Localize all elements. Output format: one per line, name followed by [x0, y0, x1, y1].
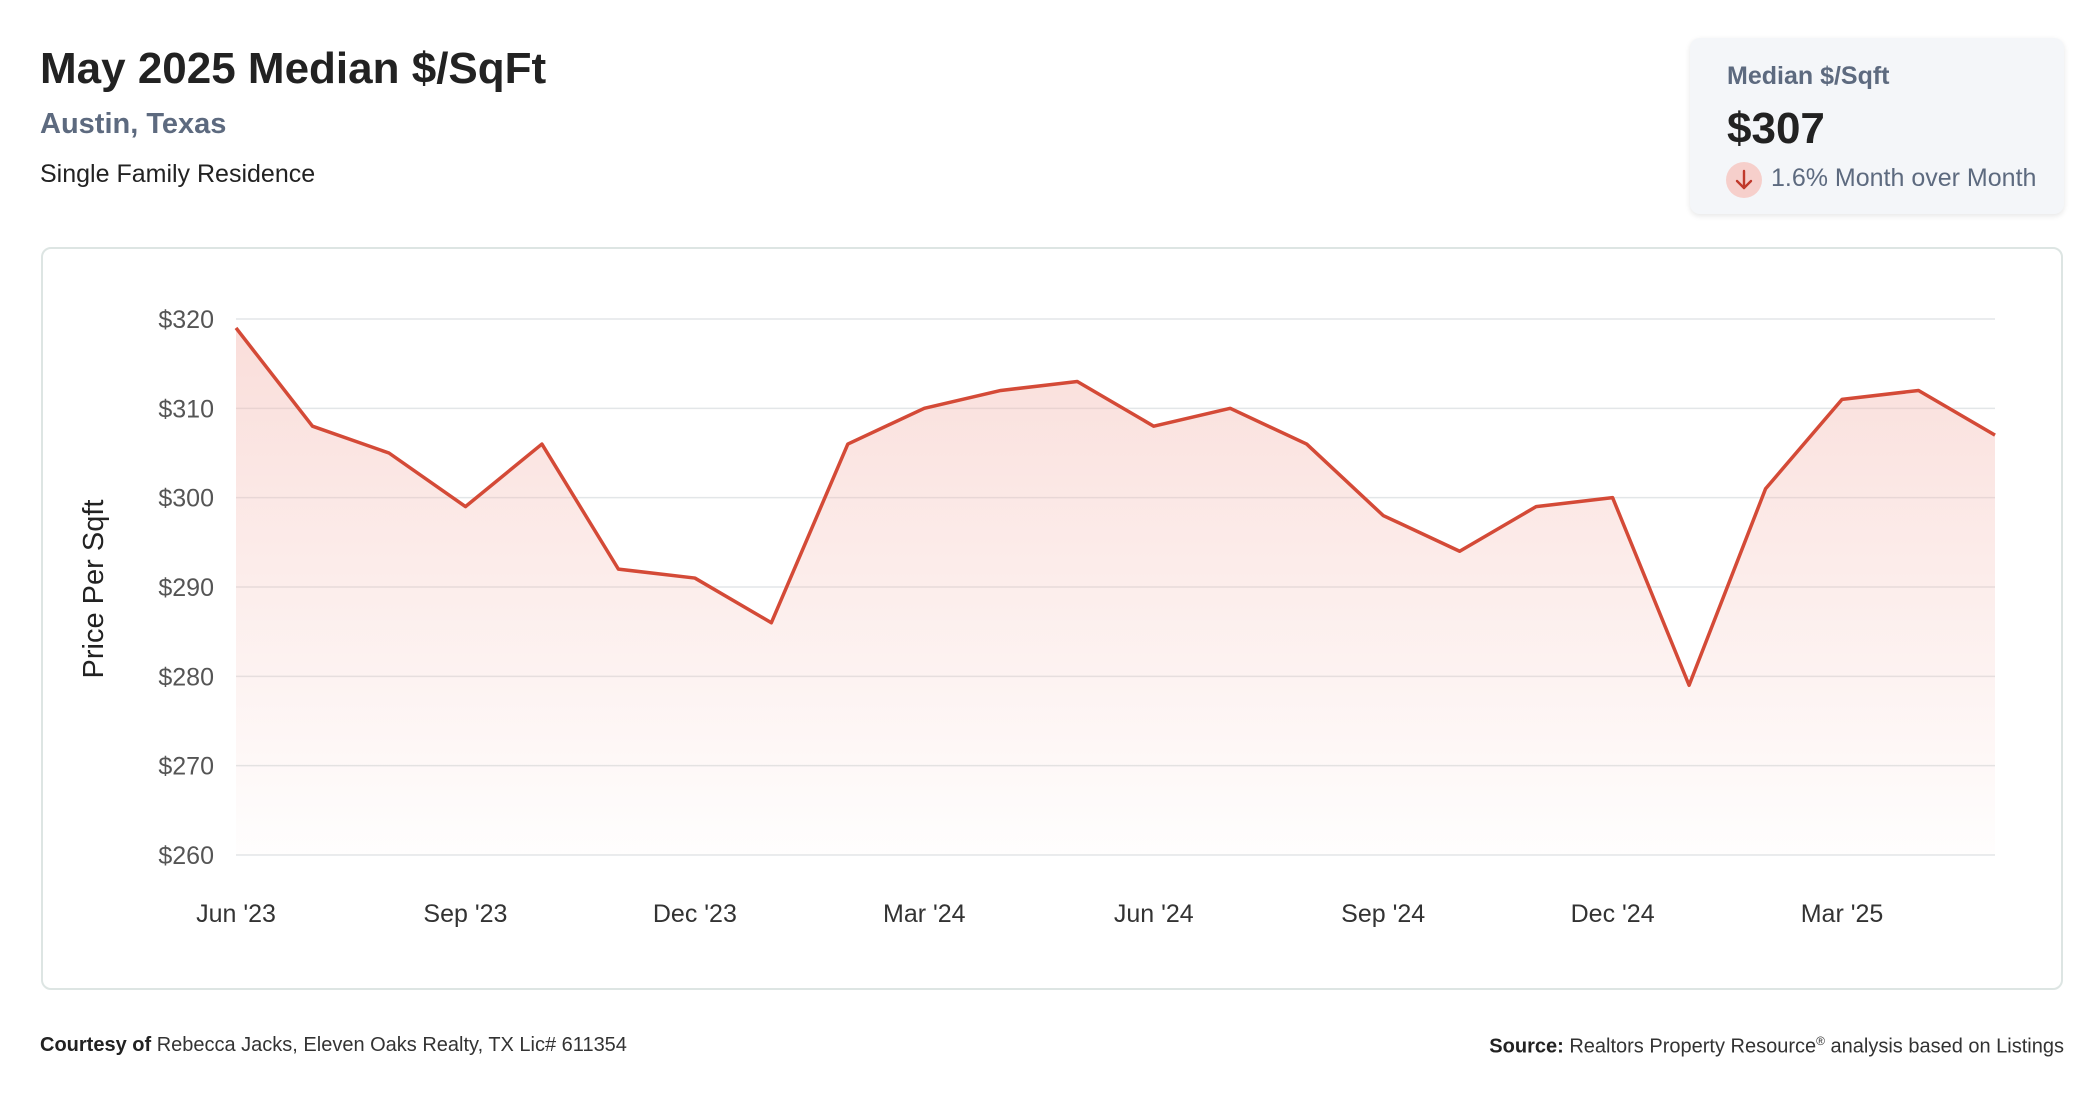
source-text-suffix: analysis based on Listings — [1824, 1035, 2065, 1058]
data-point[interactable] — [1148, 420, 1160, 432]
data-point[interactable] — [1454, 545, 1466, 557]
data-point[interactable] — [306, 420, 318, 432]
arrow-down-icon — [1726, 162, 1762, 198]
x-tick-label: Jun '24 — [1114, 900, 1194, 928]
data-point[interactable] — [1760, 483, 1772, 495]
y-axis-label: Price Per Sqft — [78, 500, 110, 679]
courtesy-footer: Courtesy of Rebecca Jacks, Eleven Oaks R… — [40, 1034, 627, 1057]
source-text: Realtors Property Resource — [1569, 1035, 1817, 1058]
data-point[interactable] — [1989, 429, 2001, 441]
data-point[interactable] — [459, 501, 471, 513]
data-point[interactable] — [1071, 376, 1083, 388]
y-tick-label: $290 — [158, 574, 214, 602]
location-label: Austin, Texas — [40, 108, 227, 140]
y-tick-label: $260 — [158, 842, 214, 870]
area-fill — [236, 327, 1995, 855]
y-tick-label: $320 — [158, 306, 214, 334]
x-tick-label: Jun '23 — [196, 900, 276, 928]
series-line — [234, 326, 1996, 688]
data-point[interactable] — [765, 617, 777, 629]
y-tick-label: $280 — [158, 663, 214, 691]
y-tick-label: $270 — [158, 753, 214, 781]
data-point[interactable] — [230, 322, 242, 334]
data-point[interactable] — [1530, 501, 1542, 513]
data-point[interactable] — [383, 447, 395, 459]
source-label: Source: — [1489, 1035, 1564, 1058]
page-title: May 2025 Median $/SqFt — [40, 44, 547, 93]
data-point[interactable] — [1301, 438, 1313, 450]
source-footer: Source: Realtors Property Resource® anal… — [1489, 1034, 2064, 1059]
courtesy-text: Rebecca Jacks, Eleven Oaks Realty, TX Li… — [156, 1034, 627, 1056]
stat-value: $307 — [1727, 104, 1825, 153]
x-tick-label: Mar '24 — [883, 900, 966, 928]
x-tick-label: Sep '23 — [423, 900, 507, 928]
registered-mark: ® — [1816, 1034, 1825, 1048]
price-per-sqft-chart: $260 $270 $280 $290 $300 $310 $320 Jun '23 Sep … — [78, 306, 2001, 928]
data-point[interactable] — [1607, 492, 1619, 504]
stat-change-text: 1.6% Month over Month — [1771, 164, 2037, 192]
y-tick-label: $310 — [158, 395, 214, 423]
x-tick-label: Dec '23 — [653, 900, 737, 928]
data-point[interactable] — [612, 563, 624, 575]
data-point[interactable] — [689, 572, 701, 584]
data-point[interactable] — [1224, 402, 1236, 414]
stat-label: Median $/Sqft — [1727, 62, 1890, 90]
x-tick-label: Dec '24 — [1571, 900, 1655, 928]
data-point[interactable] — [1913, 384, 1925, 396]
x-tick-label: Mar '25 — [1801, 900, 1884, 928]
data-point[interactable] — [842, 438, 854, 450]
chart-panel: $260 $270 $280 $290 $300 $310 $320 Jun '23 Sep … — [41, 247, 2063, 990]
property-type-label: Single Family Residence — [40, 160, 316, 188]
data-point[interactable] — [1683, 679, 1695, 691]
y-tick-label: $300 — [158, 485, 214, 513]
data-point[interactable] — [536, 438, 548, 450]
x-tick-label: Sep '24 — [1341, 900, 1425, 928]
median-stat-card: Median $/Sqft $307 1.6% Month over Month — [1690, 38, 2064, 214]
data-point[interactable] — [995, 384, 1007, 396]
data-point[interactable] — [1836, 393, 1848, 405]
data-point[interactable] — [918, 402, 930, 414]
courtesy-label: Courtesy of — [40, 1034, 152, 1056]
data-point[interactable] — [1377, 510, 1389, 522]
